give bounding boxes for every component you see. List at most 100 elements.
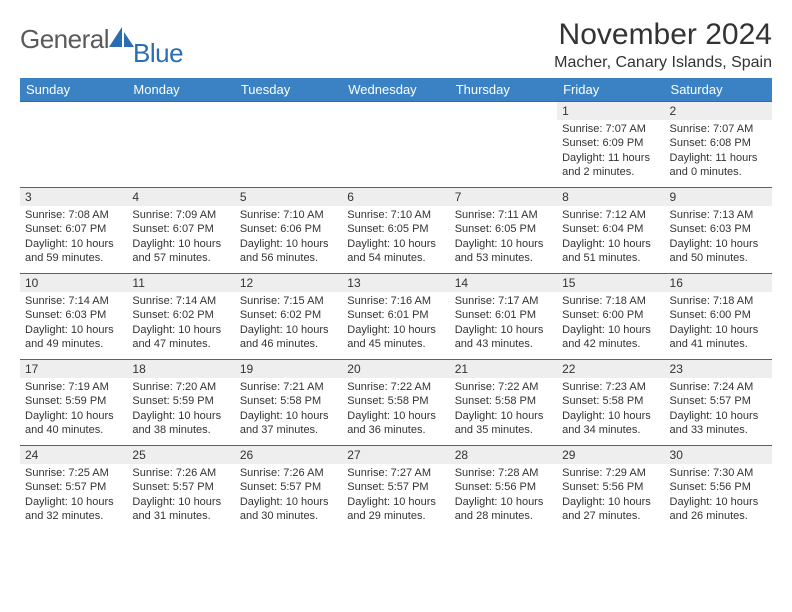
calendar-table: SundayMondayTuesdayWednesdayThursdayFrid… (20, 78, 772, 532)
day-cell (127, 102, 234, 188)
day-number: 5 (235, 188, 342, 206)
day-header-row: SundayMondayTuesdayWednesdayThursdayFrid… (20, 78, 772, 102)
day-number: 6 (342, 188, 449, 206)
day-data: Sunrise: 7:24 AMSunset: 5:57 PMDaylight:… (665, 378, 772, 441)
day-number: 28 (450, 446, 557, 464)
day-number: 21 (450, 360, 557, 378)
day-cell: 20Sunrise: 7:22 AMSunset: 5:58 PMDayligh… (342, 360, 449, 446)
day-header: Monday (127, 78, 234, 102)
day-cell: 8Sunrise: 7:12 AMSunset: 6:04 PMDaylight… (557, 188, 664, 274)
logo-sail-icon (109, 27, 135, 54)
day-cell: 3Sunrise: 7:08 AMSunset: 6:07 PMDaylight… (20, 188, 127, 274)
day-cell: 5Sunrise: 7:10 AMSunset: 6:06 PMDaylight… (235, 188, 342, 274)
day-number: 18 (127, 360, 234, 378)
day-cell: 11Sunrise: 7:14 AMSunset: 6:02 PMDayligh… (127, 274, 234, 360)
page-header: General Blue November 2024 Macher, Canar… (20, 18, 772, 72)
day-cell: 29Sunrise: 7:29 AMSunset: 5:56 PMDayligh… (557, 446, 664, 532)
day-cell: 26Sunrise: 7:26 AMSunset: 5:57 PMDayligh… (235, 446, 342, 532)
day-cell: 14Sunrise: 7:17 AMSunset: 6:01 PMDayligh… (450, 274, 557, 360)
day-header: Tuesday (235, 78, 342, 102)
day-cell (342, 102, 449, 188)
day-data: Sunrise: 7:11 AMSunset: 6:05 PMDaylight:… (450, 206, 557, 269)
day-number: 20 (342, 360, 449, 378)
title-block: November 2024 Macher, Canary Islands, Sp… (554, 18, 772, 72)
day-cell (20, 102, 127, 188)
logo-text-general: General (20, 24, 109, 55)
day-cell: 15Sunrise: 7:18 AMSunset: 6:00 PMDayligh… (557, 274, 664, 360)
day-data: Sunrise: 7:23 AMSunset: 5:58 PMDaylight:… (557, 378, 664, 441)
day-data: Sunrise: 7:14 AMSunset: 6:02 PMDaylight:… (127, 292, 234, 355)
day-cell: 7Sunrise: 7:11 AMSunset: 6:05 PMDaylight… (450, 188, 557, 274)
day-data: Sunrise: 7:19 AMSunset: 5:59 PMDaylight:… (20, 378, 127, 441)
day-data: Sunrise: 7:21 AMSunset: 5:58 PMDaylight:… (235, 378, 342, 441)
day-data: Sunrise: 7:07 AMSunset: 6:09 PMDaylight:… (557, 120, 664, 183)
day-data: Sunrise: 7:07 AMSunset: 6:08 PMDaylight:… (665, 120, 772, 183)
day-cell: 17Sunrise: 7:19 AMSunset: 5:59 PMDayligh… (20, 360, 127, 446)
logo: General Blue (20, 18, 187, 55)
day-data: Sunrise: 7:17 AMSunset: 6:01 PMDaylight:… (450, 292, 557, 355)
day-cell: 21Sunrise: 7:22 AMSunset: 5:58 PMDayligh… (450, 360, 557, 446)
day-number: 12 (235, 274, 342, 292)
day-data: Sunrise: 7:10 AMSunset: 6:06 PMDaylight:… (235, 206, 342, 269)
day-header: Sunday (20, 78, 127, 102)
day-cell: 12Sunrise: 7:15 AMSunset: 6:02 PMDayligh… (235, 274, 342, 360)
day-data: Sunrise: 7:26 AMSunset: 5:57 PMDaylight:… (127, 464, 234, 527)
day-number: 30 (665, 446, 772, 464)
day-data: Sunrise: 7:25 AMSunset: 5:57 PMDaylight:… (20, 464, 127, 527)
day-cell: 24Sunrise: 7:25 AMSunset: 5:57 PMDayligh… (20, 446, 127, 532)
day-number: 11 (127, 274, 234, 292)
calendar-head: SundayMondayTuesdayWednesdayThursdayFrid… (20, 78, 772, 102)
day-number: 25 (127, 446, 234, 464)
day-data: Sunrise: 7:16 AMSunset: 6:01 PMDaylight:… (342, 292, 449, 355)
day-number: 9 (665, 188, 772, 206)
day-cell: 6Sunrise: 7:10 AMSunset: 6:05 PMDaylight… (342, 188, 449, 274)
day-cell: 22Sunrise: 7:23 AMSunset: 5:58 PMDayligh… (557, 360, 664, 446)
day-number: 1 (557, 102, 664, 120)
day-data: Sunrise: 7:22 AMSunset: 5:58 PMDaylight:… (342, 378, 449, 441)
day-header: Friday (557, 78, 664, 102)
day-data: Sunrise: 7:22 AMSunset: 5:58 PMDaylight:… (450, 378, 557, 441)
day-data: Sunrise: 7:20 AMSunset: 5:59 PMDaylight:… (127, 378, 234, 441)
day-cell: 30Sunrise: 7:30 AMSunset: 5:56 PMDayligh… (665, 446, 772, 532)
location-text: Macher, Canary Islands, Spain (554, 54, 772, 72)
day-number: 8 (557, 188, 664, 206)
day-data: Sunrise: 7:30 AMSunset: 5:56 PMDaylight:… (665, 464, 772, 527)
day-data: Sunrise: 7:18 AMSunset: 6:00 PMDaylight:… (665, 292, 772, 355)
day-number: 19 (235, 360, 342, 378)
day-data: Sunrise: 7:08 AMSunset: 6:07 PMDaylight:… (20, 206, 127, 269)
day-cell: 28Sunrise: 7:28 AMSunset: 5:56 PMDayligh… (450, 446, 557, 532)
week-row: 1Sunrise: 7:07 AMSunset: 6:09 PMDaylight… (20, 102, 772, 188)
day-number: 2 (665, 102, 772, 120)
day-number: 23 (665, 360, 772, 378)
day-number: 26 (235, 446, 342, 464)
day-number: 27 (342, 446, 449, 464)
day-cell: 27Sunrise: 7:27 AMSunset: 5:57 PMDayligh… (342, 446, 449, 532)
day-cell: 4Sunrise: 7:09 AMSunset: 6:07 PMDaylight… (127, 188, 234, 274)
day-data: Sunrise: 7:18 AMSunset: 6:00 PMDaylight:… (557, 292, 664, 355)
day-data: Sunrise: 7:28 AMSunset: 5:56 PMDaylight:… (450, 464, 557, 527)
day-cell (450, 102, 557, 188)
day-data: Sunrise: 7:29 AMSunset: 5:56 PMDaylight:… (557, 464, 664, 527)
day-header: Saturday (665, 78, 772, 102)
day-number: 3 (20, 188, 127, 206)
day-cell: 18Sunrise: 7:20 AMSunset: 5:59 PMDayligh… (127, 360, 234, 446)
day-number: 16 (665, 274, 772, 292)
day-data: Sunrise: 7:27 AMSunset: 5:57 PMDaylight:… (342, 464, 449, 527)
day-cell: 23Sunrise: 7:24 AMSunset: 5:57 PMDayligh… (665, 360, 772, 446)
day-number: 29 (557, 446, 664, 464)
day-header: Thursday (450, 78, 557, 102)
day-cell: 25Sunrise: 7:26 AMSunset: 5:57 PMDayligh… (127, 446, 234, 532)
day-number: 13 (342, 274, 449, 292)
day-number: 14 (450, 274, 557, 292)
logo-text-blue: Blue (133, 38, 183, 69)
day-cell: 13Sunrise: 7:16 AMSunset: 6:01 PMDayligh… (342, 274, 449, 360)
day-number: 7 (450, 188, 557, 206)
day-data: Sunrise: 7:12 AMSunset: 6:04 PMDaylight:… (557, 206, 664, 269)
calendar-page: General Blue November 2024 Macher, Canar… (0, 0, 792, 612)
day-cell: 2Sunrise: 7:07 AMSunset: 6:08 PMDaylight… (665, 102, 772, 188)
day-number: 10 (20, 274, 127, 292)
day-cell: 16Sunrise: 7:18 AMSunset: 6:00 PMDayligh… (665, 274, 772, 360)
day-number: 22 (557, 360, 664, 378)
day-data: Sunrise: 7:15 AMSunset: 6:02 PMDaylight:… (235, 292, 342, 355)
day-cell: 9Sunrise: 7:13 AMSunset: 6:03 PMDaylight… (665, 188, 772, 274)
